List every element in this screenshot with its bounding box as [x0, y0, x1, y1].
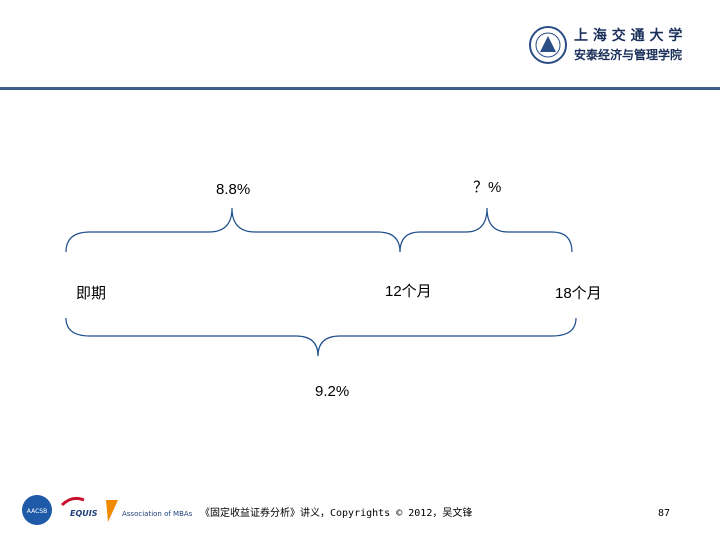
time-label: 即期 — [76, 285, 106, 302]
copyright: 《固定收益证券分析》讲义，Copyrights © 2012，吴文锋 — [200, 506, 472, 519]
brace-12-18 — [399, 207, 573, 253]
rate-label: 9.2% — [315, 383, 349, 400]
university-name: 上 海 交 通 大 学 — [574, 27, 682, 44]
amba-mark — [106, 500, 118, 522]
rate-label: ？% — [473, 179, 501, 196]
school-name: 安泰经济与管理学院 — [574, 47, 682, 62]
emblem-mark — [540, 36, 556, 52]
header-rule — [0, 87, 720, 90]
aacsb-logo — [22, 495, 52, 525]
logo-text: EQUIS — [70, 509, 98, 518]
footer-logos: AACSB EQUIS Association of MBAs — [22, 495, 193, 525]
time-label: 12个月 — [385, 283, 432, 300]
rate-label: 8.8% — [216, 181, 250, 198]
emblem-inner — [535, 32, 561, 58]
emblem — [529, 26, 567, 64]
equis-mark — [60, 496, 85, 507]
header: 上 海 交 通 大 学 安泰经济与管理学院 — [0, 26, 720, 90]
page-number: 87 — [658, 508, 670, 519]
logo-text: Association of MBAs — [122, 510, 193, 518]
logo-text: AACSB — [27, 508, 47, 515]
brace-0-12 — [65, 207, 401, 253]
time-label: 18个月 — [555, 285, 602, 302]
brace-0-18 — [65, 317, 577, 357]
